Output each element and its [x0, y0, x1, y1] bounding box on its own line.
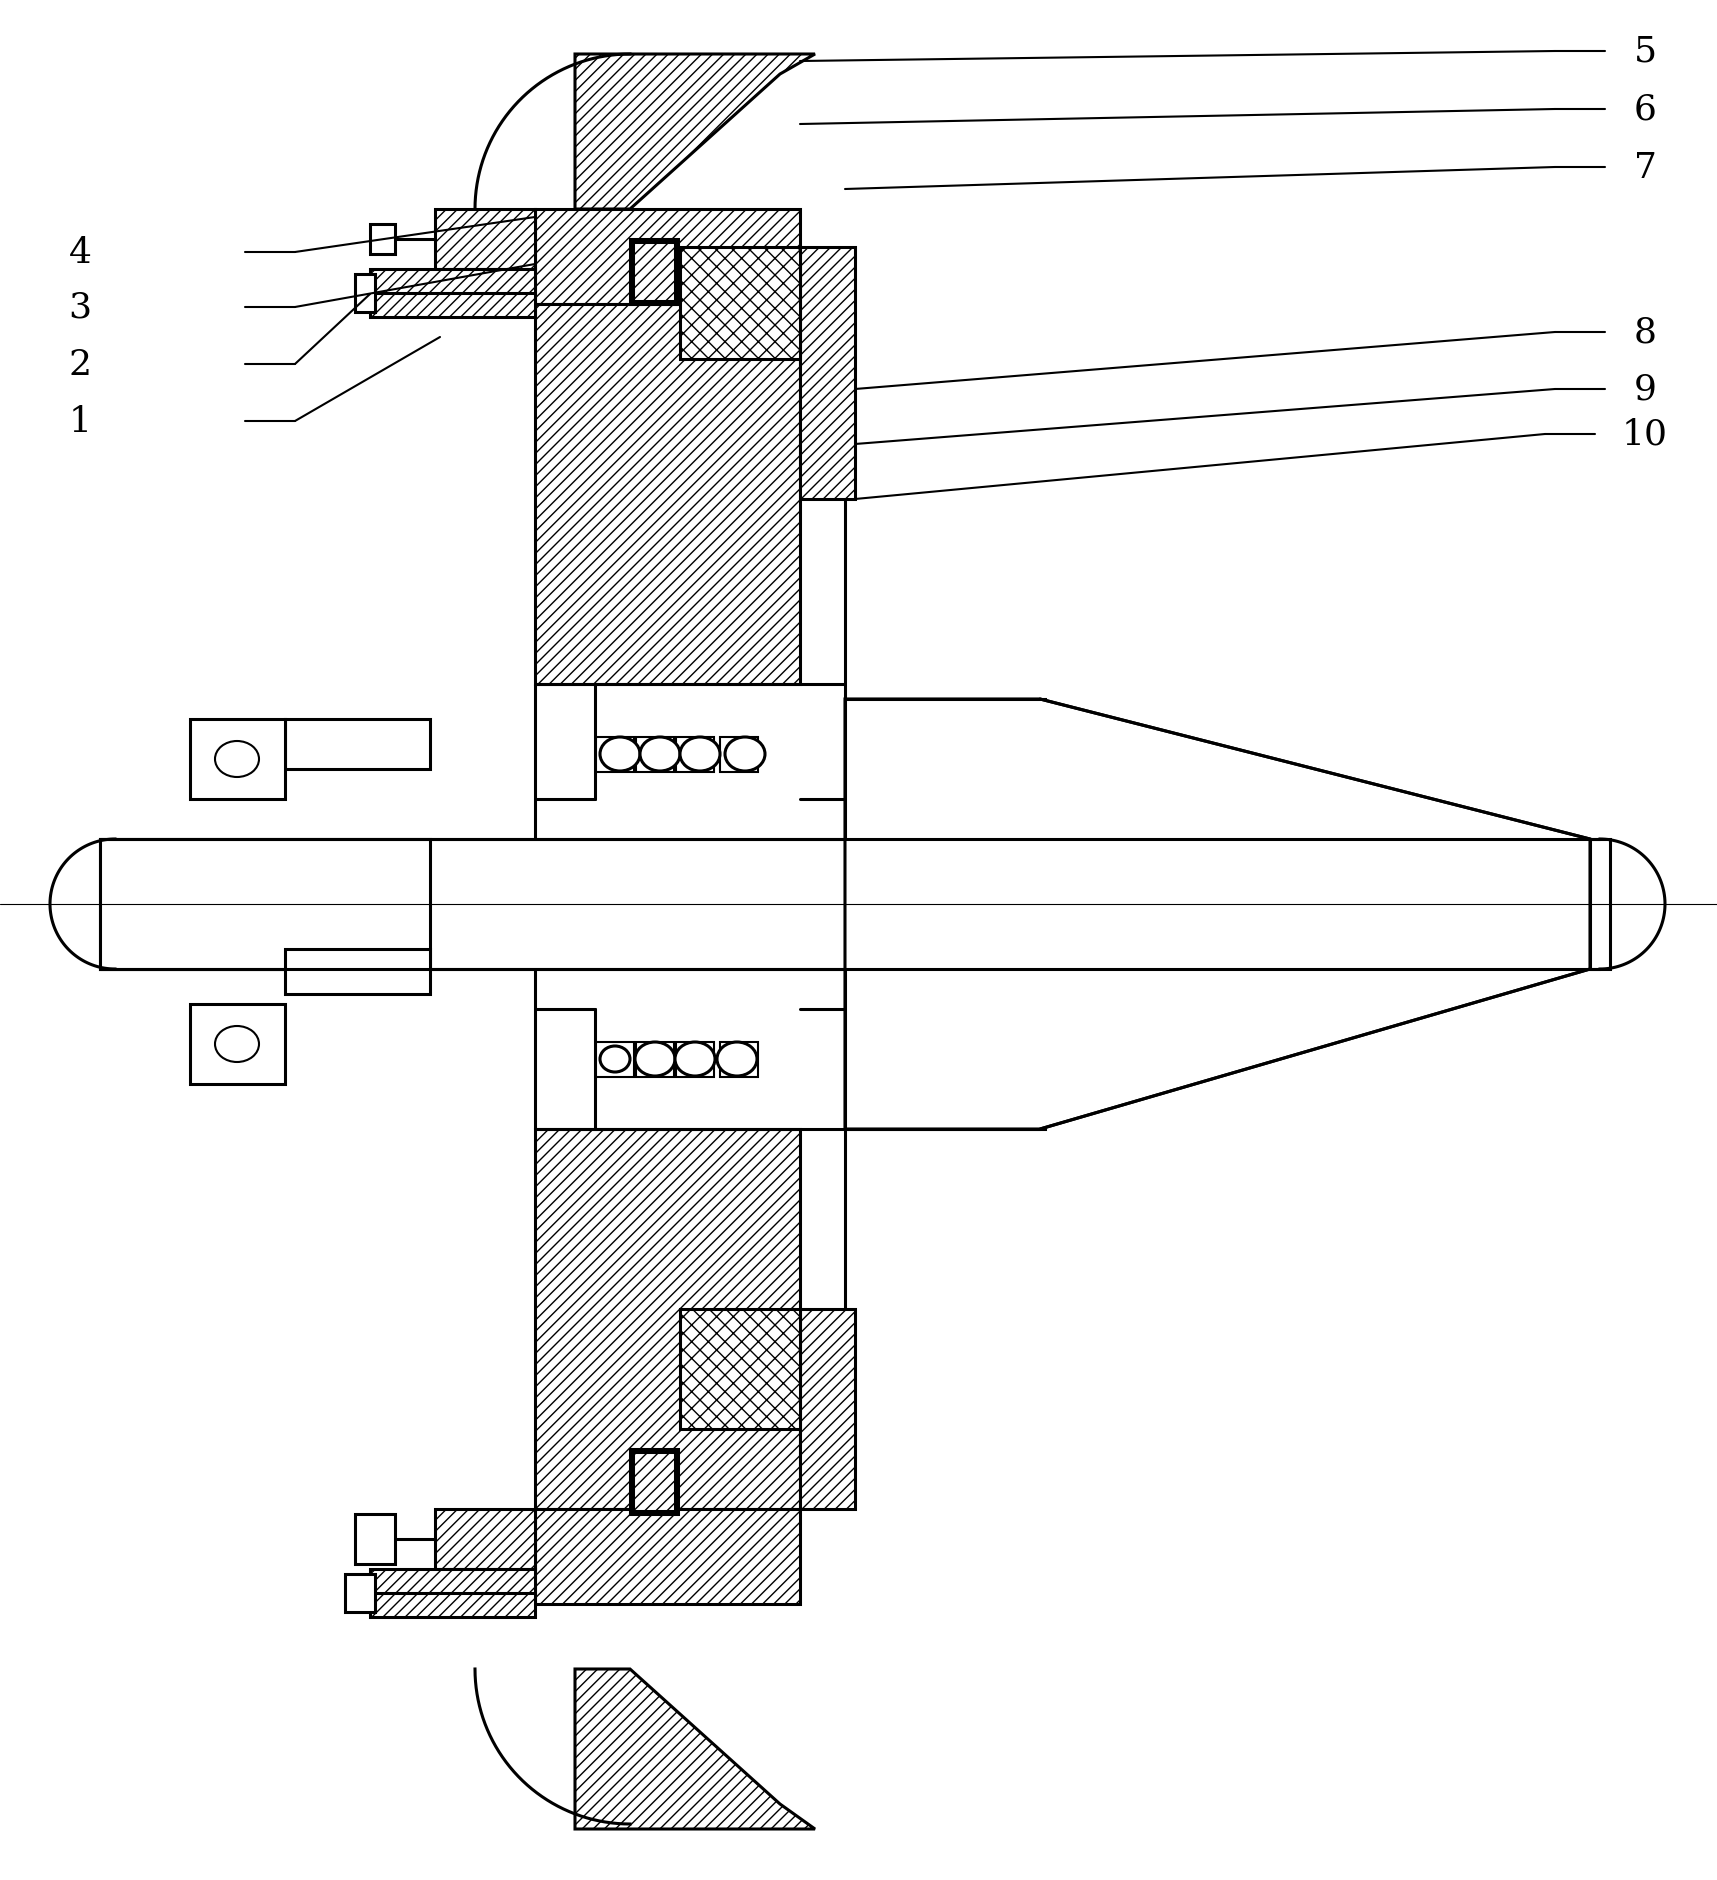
- Text: 3: 3: [69, 291, 91, 325]
- Bar: [630, 241, 678, 305]
- Text: 4: 4: [69, 235, 91, 271]
- Bar: [800, 1308, 855, 1510]
- Text: 9: 9: [1633, 372, 1657, 406]
- Bar: [536, 211, 800, 305]
- Ellipse shape: [215, 741, 259, 778]
- Bar: [596, 1042, 634, 1077]
- Bar: [100, 840, 429, 970]
- Text: 2: 2: [69, 348, 91, 382]
- Bar: [369, 1570, 536, 1617]
- Bar: [191, 720, 285, 799]
- Ellipse shape: [680, 737, 719, 771]
- Bar: [634, 1451, 675, 1512]
- Bar: [635, 1042, 675, 1077]
- Bar: [676, 737, 714, 773]
- Bar: [355, 1513, 395, 1564]
- Ellipse shape: [599, 1047, 630, 1072]
- Polygon shape: [575, 1669, 816, 1829]
- Polygon shape: [845, 699, 1590, 1130]
- Bar: [345, 1574, 374, 1613]
- Bar: [630, 1449, 678, 1513]
- Bar: [355, 274, 374, 312]
- Bar: [285, 720, 429, 769]
- Ellipse shape: [640, 737, 680, 771]
- Bar: [536, 305, 800, 684]
- Text: 5: 5: [1633, 36, 1657, 70]
- Bar: [800, 248, 855, 500]
- Text: 6: 6: [1633, 92, 1657, 128]
- Text: 10: 10: [1623, 417, 1667, 451]
- Bar: [536, 1130, 800, 1510]
- Bar: [191, 1004, 285, 1085]
- Ellipse shape: [215, 1026, 259, 1062]
- Bar: [285, 949, 429, 995]
- Bar: [676, 1042, 714, 1077]
- Ellipse shape: [599, 737, 640, 771]
- Bar: [536, 1510, 800, 1604]
- Text: 1: 1: [69, 404, 91, 438]
- Polygon shape: [680, 248, 800, 359]
- Polygon shape: [680, 1308, 800, 1429]
- Bar: [369, 271, 536, 318]
- Ellipse shape: [718, 1042, 757, 1077]
- Bar: [596, 737, 634, 773]
- Text: 7: 7: [1633, 150, 1657, 184]
- Ellipse shape: [725, 737, 766, 771]
- Bar: [434, 211, 536, 271]
- Bar: [100, 840, 1611, 970]
- Bar: [719, 737, 757, 773]
- Bar: [634, 243, 675, 303]
- Polygon shape: [575, 55, 816, 211]
- Ellipse shape: [635, 1042, 675, 1077]
- Text: 8: 8: [1633, 316, 1657, 350]
- Bar: [434, 1510, 536, 1570]
- Bar: [719, 1042, 757, 1077]
- Ellipse shape: [675, 1042, 714, 1077]
- Bar: [845, 699, 1046, 1130]
- Bar: [635, 737, 675, 773]
- Bar: [369, 226, 395, 256]
